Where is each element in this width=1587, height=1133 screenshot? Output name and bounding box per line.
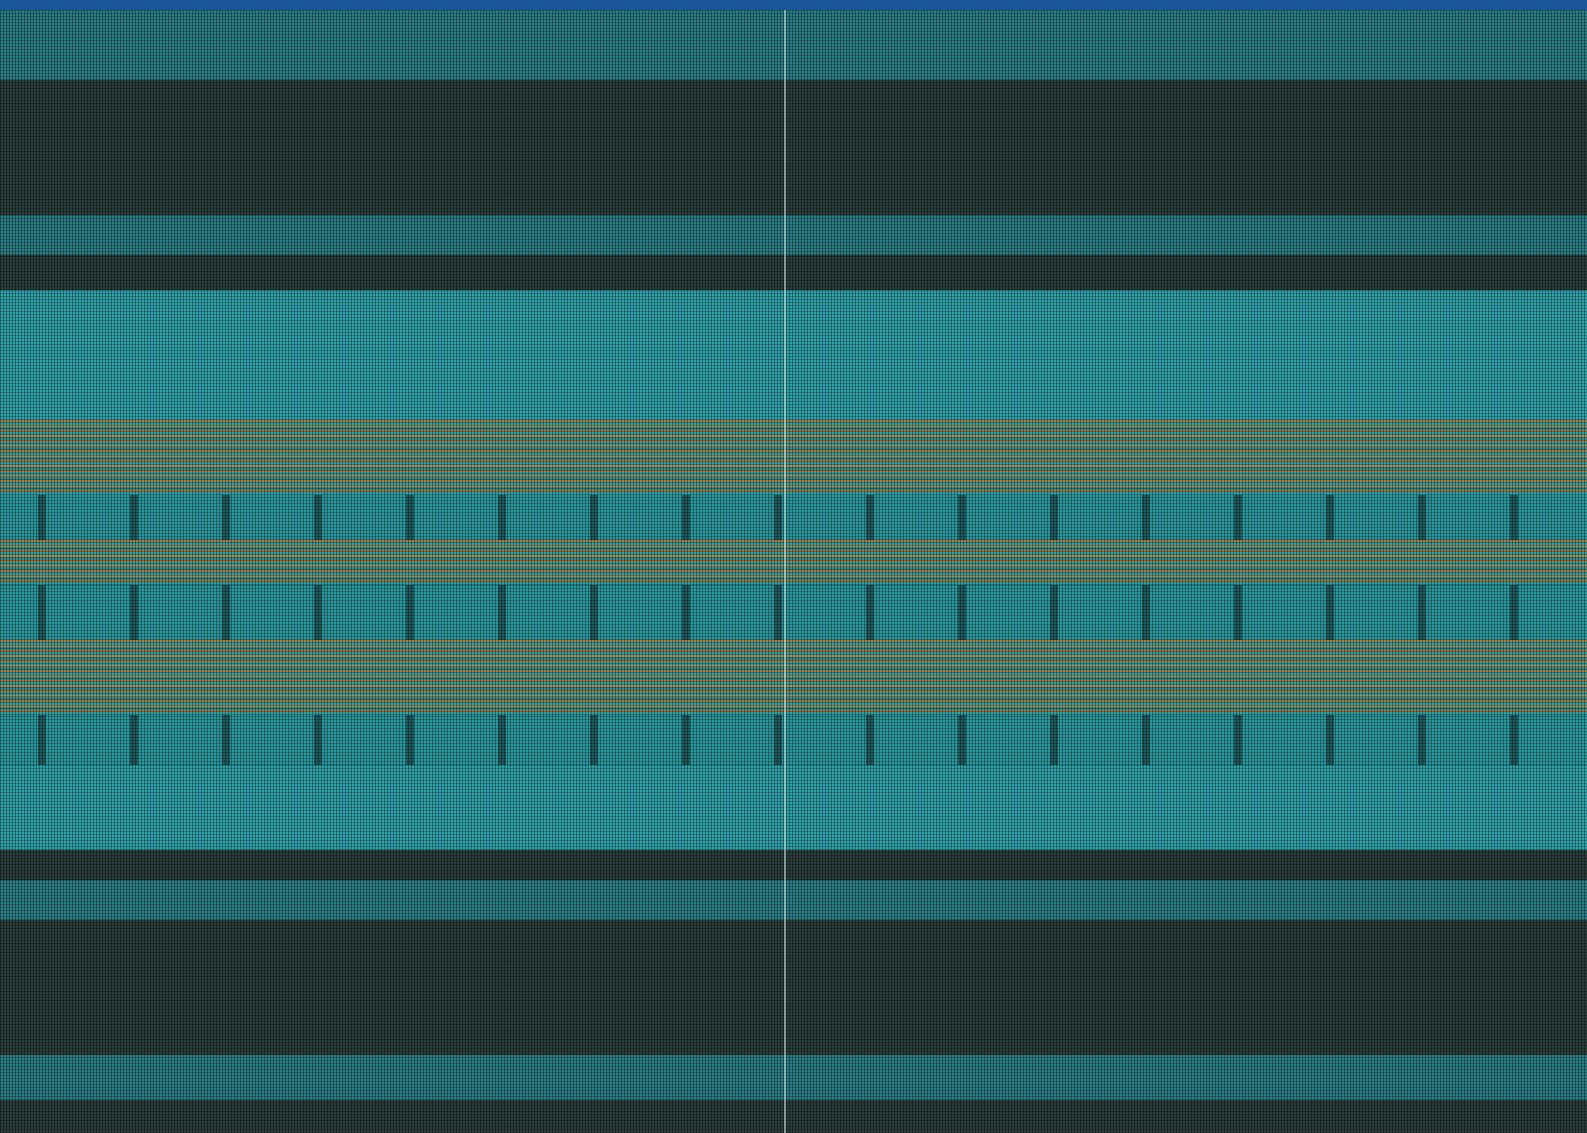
pattern-band xyxy=(0,765,1587,850)
pattern-band xyxy=(0,850,1587,880)
pattern-band xyxy=(0,585,1587,640)
pattern-band xyxy=(0,1055,1587,1100)
pattern-band xyxy=(0,215,1587,255)
title-bar[interactable] xyxy=(0,0,1587,10)
pattern-band xyxy=(0,880,1587,920)
pattern-band xyxy=(0,10,1587,80)
pattern-band xyxy=(0,1100,1587,1133)
vertical-divider xyxy=(784,10,786,1133)
pattern-band xyxy=(0,495,1587,540)
pattern-band xyxy=(0,80,1587,215)
display-viewport xyxy=(0,10,1587,1133)
pattern-band xyxy=(0,540,1587,585)
pattern-band xyxy=(0,640,1587,715)
pattern-band xyxy=(0,715,1587,765)
pattern-band xyxy=(0,290,1587,420)
pattern-band xyxy=(0,920,1587,1055)
pattern-band xyxy=(0,255,1587,290)
pattern-band xyxy=(0,420,1587,495)
